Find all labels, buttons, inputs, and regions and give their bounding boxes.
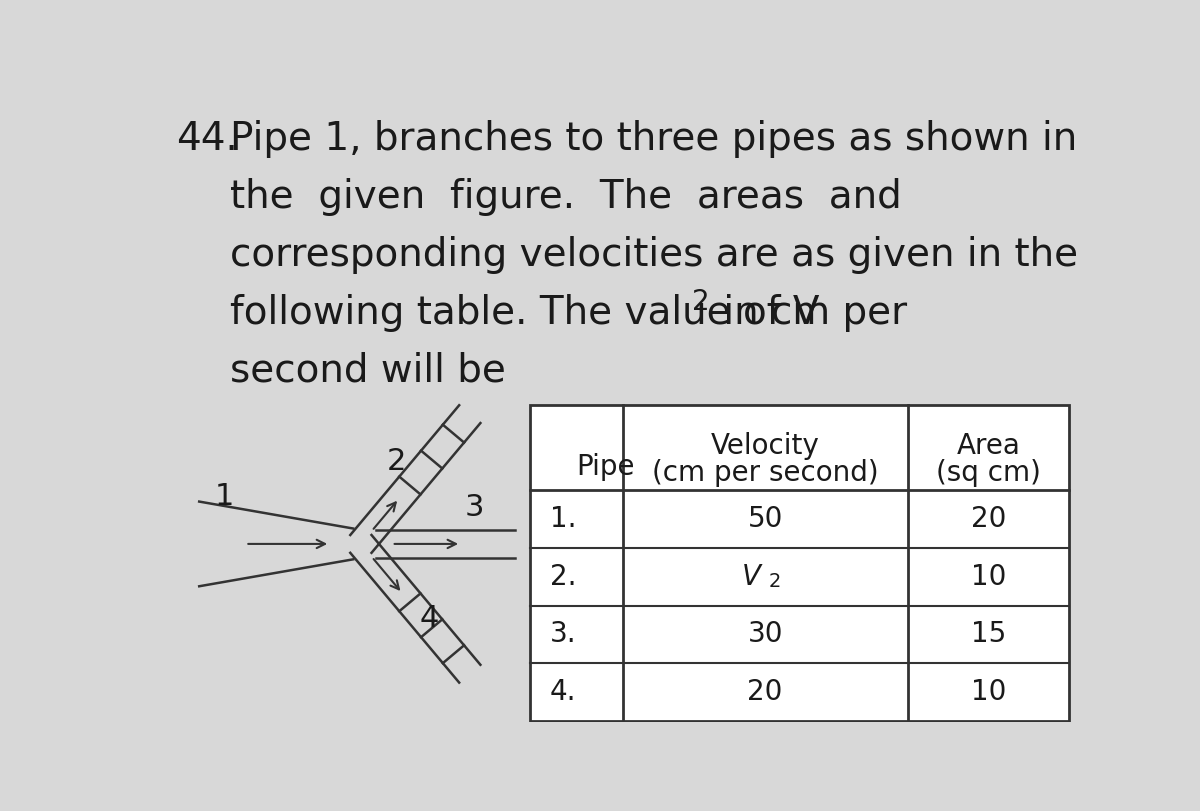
Text: (sq cm): (sq cm) <box>936 459 1040 487</box>
Text: 1: 1 <box>215 483 234 511</box>
Text: Area: Area <box>956 432 1020 461</box>
Text: 30: 30 <box>748 620 782 649</box>
Text: 20: 20 <box>971 505 1006 533</box>
Text: 50: 50 <box>748 505 782 533</box>
Text: 4: 4 <box>419 603 438 633</box>
Text: V: V <box>743 563 761 590</box>
Text: 2: 2 <box>692 288 709 315</box>
Text: 15: 15 <box>971 620 1006 649</box>
Text: 4.: 4. <box>550 678 576 706</box>
Text: 44.: 44. <box>176 120 238 158</box>
Text: 2: 2 <box>386 448 406 476</box>
Text: the  given  figure.  The  areas  and: the given figure. The areas and <box>230 178 901 217</box>
Text: 2: 2 <box>769 572 781 590</box>
Text: following table. The value of V: following table. The value of V <box>230 294 820 332</box>
Text: 10: 10 <box>971 563 1006 590</box>
Text: (cm per second): (cm per second) <box>652 459 878 487</box>
Text: 1.: 1. <box>550 505 576 533</box>
Text: in cm per: in cm per <box>712 294 907 332</box>
Text: second will be: second will be <box>230 351 506 389</box>
Text: 2.: 2. <box>550 563 576 590</box>
Bar <box>530 406 1069 721</box>
Text: Velocity: Velocity <box>710 432 820 461</box>
Text: 20: 20 <box>748 678 782 706</box>
Text: Pipe 1, branches to three pipes as shown in: Pipe 1, branches to three pipes as shown… <box>230 120 1078 158</box>
Text: corresponding velocities are as given in the: corresponding velocities are as given in… <box>230 236 1078 274</box>
Text: 3.: 3. <box>550 620 576 649</box>
Text: 10: 10 <box>971 678 1006 706</box>
Text: 3: 3 <box>464 493 485 522</box>
Text: Pipe: Pipe <box>576 453 635 481</box>
